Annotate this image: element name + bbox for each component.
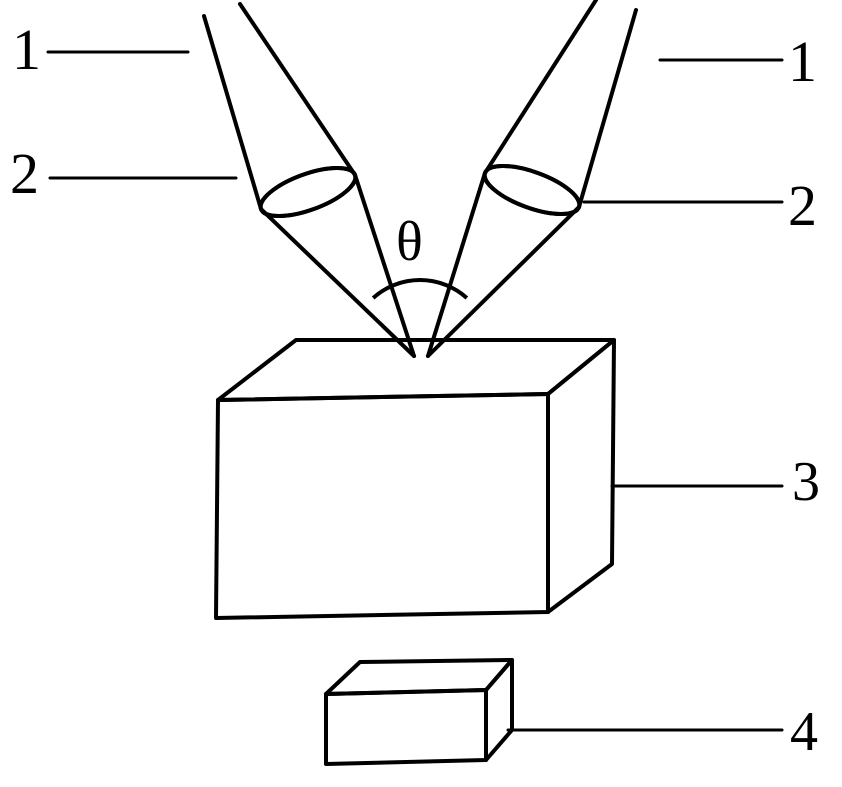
label-theta: θ bbox=[396, 210, 423, 274]
label-4: 4 bbox=[790, 700, 818, 764]
diagram-svg bbox=[0, 0, 842, 787]
label-1-left: 1 bbox=[12, 16, 41, 83]
label-2-right: 2 bbox=[788, 172, 817, 239]
label-3: 3 bbox=[792, 450, 820, 514]
label-2-left: 2 bbox=[10, 140, 39, 207]
diagram-stage: 1 1 2 2 3 4 θ bbox=[0, 0, 842, 787]
label-1-right: 1 bbox=[788, 28, 817, 95]
